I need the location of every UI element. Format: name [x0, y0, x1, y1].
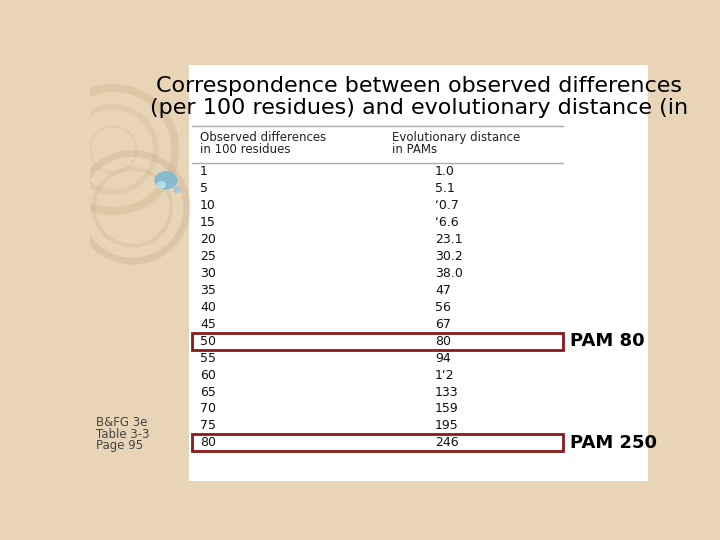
Text: 40: 40 [200, 301, 216, 314]
Text: 20: 20 [200, 233, 216, 246]
Circle shape [174, 186, 180, 193]
Text: 67: 67 [435, 318, 451, 331]
Text: 30.2: 30.2 [435, 250, 463, 263]
Text: 23.1: 23.1 [435, 233, 462, 246]
Text: Observed differences: Observed differences [200, 131, 326, 144]
Text: 1‘2: 1‘2 [435, 369, 454, 382]
Bar [192, 434, 563, 451]
Text: 75: 75 [200, 420, 216, 433]
Text: 80: 80 [435, 335, 451, 348]
Text: 1: 1 [200, 165, 208, 178]
Text: 246: 246 [435, 436, 459, 449]
Text: 195: 195 [435, 420, 459, 433]
Text: in 100 residues: in 100 residues [200, 143, 291, 156]
Text: B&FG 3e: B&FG 3e [96, 416, 148, 429]
Text: 10: 10 [200, 199, 216, 212]
Text: 35: 35 [200, 284, 216, 297]
Text: (per 100 residues) and evolutionary distance (in: (per 100 residues) and evolutionary dist… [150, 98, 688, 118]
Text: 94: 94 [435, 352, 451, 365]
Text: 55: 55 [200, 352, 216, 365]
Text: ‘6.6: ‘6.6 [435, 216, 459, 229]
Text: 47: 47 [435, 284, 451, 297]
Ellipse shape [158, 182, 165, 188]
Text: 45: 45 [200, 318, 216, 331]
Text: 30: 30 [200, 267, 216, 280]
Text: 25: 25 [200, 250, 216, 263]
Text: PAM 80: PAM 80 [570, 332, 645, 350]
Ellipse shape [155, 172, 177, 189]
Bar [189, 65, 648, 481]
Text: 38.0: 38.0 [435, 267, 463, 280]
Text: 159: 159 [435, 402, 459, 415]
Text: ‘0.7: ‘0.7 [435, 199, 459, 212]
Text: 1.0: 1.0 [435, 165, 455, 178]
Text: 65: 65 [200, 386, 216, 399]
Text: 5.1: 5.1 [435, 183, 455, 195]
Text: in PAMs: in PAMs [392, 143, 437, 156]
Text: 70: 70 [200, 402, 216, 415]
Text: 60: 60 [200, 369, 216, 382]
Text: 15: 15 [200, 216, 216, 229]
Text: 80: 80 [200, 436, 216, 449]
Text: Page 95: Page 95 [96, 440, 143, 453]
Text: 5: 5 [200, 183, 208, 195]
Text: Correspondence between observed differences: Correspondence between observed differen… [156, 76, 682, 96]
Text: 133: 133 [435, 386, 459, 399]
Bar [192, 333, 563, 350]
Text: Evolutionary distance: Evolutionary distance [392, 131, 521, 144]
Text: PAM 250: PAM 250 [570, 434, 657, 452]
Text: 50: 50 [200, 335, 216, 348]
Text: 56: 56 [435, 301, 451, 314]
Text: Table 3-3: Table 3-3 [96, 428, 150, 441]
